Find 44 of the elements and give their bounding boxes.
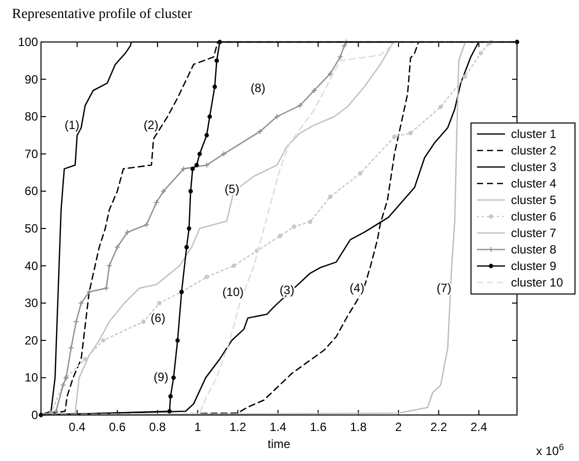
legend-label: cluster 10	[511, 276, 564, 290]
y-tick-label: 30	[24, 296, 38, 310]
chart-title: Representative profile of cluster	[12, 7, 192, 22]
y-tick-label: 0	[31, 408, 38, 422]
annotation: (1)	[64, 118, 80, 132]
x-axis-title: time	[268, 437, 291, 451]
x-tick-label: 1.4	[270, 420, 287, 434]
legend-label: cluster 3	[511, 160, 557, 174]
legend-label: cluster 7	[511, 226, 557, 240]
y-tick-label: 70	[24, 146, 38, 161]
y-tick-label: 60	[24, 184, 38, 198]
annotation: (6)	[150, 311, 166, 325]
y-tick-label: 10	[24, 370, 38, 385]
legend-label: cluster 6	[511, 210, 557, 224]
x-tick-label: 1	[194, 420, 202, 434]
legend-label: cluster 4	[511, 176, 557, 190]
y-tick-label: 20	[24, 333, 38, 348]
text: x 10$^{6}$	[536, 442, 564, 458]
x-tick-label: 1.8	[350, 420, 367, 434]
annotation: (9)	[154, 370, 168, 384]
legend-label: cluster 5	[511, 193, 557, 207]
legend-label: cluster 1	[511, 127, 557, 141]
annotation: (7)	[436, 281, 452, 295]
y-tick-label: 40	[24, 258, 38, 273]
y-tick-label: 100	[18, 35, 38, 49]
y-tick-label: 80	[24, 110, 38, 124]
x-tick-label: 0.4	[68, 420, 86, 434]
x-tick-label: 2.4	[470, 420, 488, 434]
x-tick-label: 1.2	[229, 420, 246, 434]
y-tick-label: 50	[24, 222, 38, 236]
legend-label: cluster 9	[511, 259, 557, 273]
y-tick-label: 90	[24, 72, 38, 86]
legend-label: cluster 8	[511, 242, 557, 256]
x-tick-label: 2	[395, 420, 402, 434]
annotation: (10)	[222, 285, 244, 299]
x-tick-label: 1.6	[310, 420, 327, 434]
x-tick-label: 0.6	[108, 420, 126, 434]
x-tick-label: 2.2	[430, 420, 448, 434]
annotation: (4)	[350, 281, 364, 295]
annotation: (5)	[224, 182, 240, 196]
annotation: (8)	[250, 81, 266, 95]
legend-label: cluster 2	[511, 144, 557, 158]
x-tick-label: 0.8	[149, 420, 166, 434]
annotation: (2)	[144, 118, 158, 132]
